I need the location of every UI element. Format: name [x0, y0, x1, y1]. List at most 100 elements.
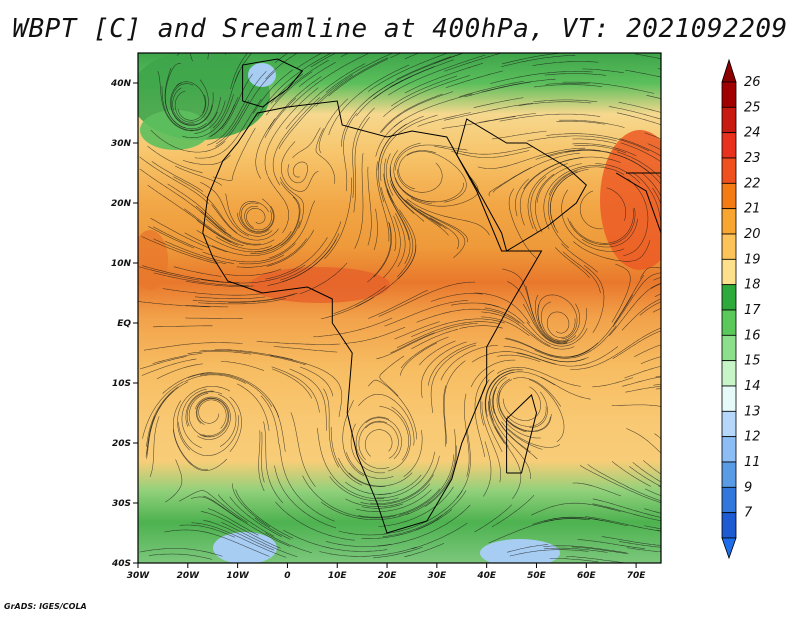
streamline — [365, 421, 399, 459]
streamline — [564, 149, 611, 154]
streamline — [527, 135, 617, 142]
streamline — [266, 229, 315, 267]
streamline — [152, 353, 203, 364]
streamline — [519, 157, 583, 226]
streamline — [660, 59, 661, 61]
streamline — [404, 53, 420, 60]
streamline — [644, 488, 661, 497]
streamline — [368, 53, 449, 92]
streamline — [272, 368, 313, 399]
streamline — [272, 97, 320, 186]
colorbar-label: 16 — [744, 328, 761, 343]
streamline — [217, 494, 275, 537]
streamline — [497, 354, 541, 362]
streamline — [526, 321, 588, 347]
streamline — [150, 129, 226, 153]
streamline — [280, 221, 342, 281]
lat-axis: 40N 30N 20N 10N EQ 10S 20S 30S 40S — [110, 79, 138, 569]
streamline — [376, 323, 478, 360]
streamline — [170, 83, 213, 126]
streamline — [188, 372, 280, 418]
streamline — [181, 388, 207, 448]
streamline — [224, 268, 282, 276]
streamline — [299, 262, 348, 295]
streamline — [623, 178, 649, 256]
streamline — [355, 416, 390, 469]
streamline — [388, 54, 486, 96]
streamline — [481, 311, 575, 350]
streamline — [164, 529, 270, 557]
streamline — [373, 546, 423, 559]
streamline — [525, 285, 568, 344]
streamline — [358, 394, 415, 446]
cool-region — [480, 539, 560, 563]
streamline — [364, 429, 393, 457]
streamline — [367, 221, 392, 283]
streamline — [533, 84, 603, 88]
colorbar-label: 26 — [744, 75, 761, 90]
streamline — [202, 495, 291, 547]
coastline — [456, 118, 587, 252]
streamline — [198, 298, 286, 305]
streamline — [192, 293, 296, 303]
streamline — [221, 522, 298, 558]
streamline — [502, 53, 605, 65]
streamline — [338, 457, 386, 487]
streamline — [528, 379, 565, 443]
streamline — [244, 206, 272, 231]
streamline — [161, 86, 221, 131]
streamline — [370, 455, 440, 504]
streamline — [609, 283, 661, 336]
streamline — [186, 305, 229, 308]
streamline — [391, 75, 458, 107]
streamline — [385, 153, 394, 196]
streamline — [572, 482, 622, 497]
streamline — [269, 355, 343, 417]
streamline — [572, 138, 617, 144]
colorbar-segment — [721, 81, 737, 108]
streamline — [608, 106, 661, 120]
streamline — [491, 495, 535, 528]
colorbar-bottom-arrow — [721, 537, 737, 560]
streamline — [375, 120, 403, 157]
streamline — [559, 119, 625, 128]
streamline — [532, 517, 604, 525]
streamline — [507, 281, 568, 344]
streamline — [650, 283, 661, 289]
streamline — [570, 327, 661, 370]
streamline — [389, 166, 449, 236]
streamline — [237, 212, 270, 234]
map-title: WBPT [C] and Sreamline at 400hPa, VT: 20… — [12, 14, 788, 44]
streamline — [644, 132, 661, 140]
streamline — [391, 183, 425, 222]
streamline — [535, 295, 577, 343]
streamline — [199, 350, 306, 366]
streamline — [581, 218, 638, 248]
streamline — [404, 62, 483, 94]
streamline — [221, 73, 253, 130]
streamline — [275, 501, 355, 541]
streamline — [173, 400, 208, 470]
colorbar-label: 21 — [744, 202, 761, 217]
streamline — [507, 544, 549, 553]
streamline — [411, 318, 505, 338]
streamline — [490, 71, 593, 84]
streamline — [545, 83, 590, 85]
streamline — [622, 376, 661, 387]
streamline — [267, 176, 289, 234]
streamline — [188, 393, 212, 437]
streamline — [592, 503, 661, 522]
streamline — [484, 307, 551, 347]
streamline — [143, 342, 243, 351]
streamline — [498, 379, 551, 432]
streamline — [273, 346, 338, 353]
streamline — [444, 102, 533, 121]
streamline — [184, 232, 227, 253]
coastline — [202, 100, 543, 534]
streamline — [146, 381, 189, 459]
colorbar-top-arrow — [721, 58, 737, 83]
streamline — [187, 351, 252, 355]
streamline — [427, 342, 477, 386]
streamline — [403, 429, 423, 477]
